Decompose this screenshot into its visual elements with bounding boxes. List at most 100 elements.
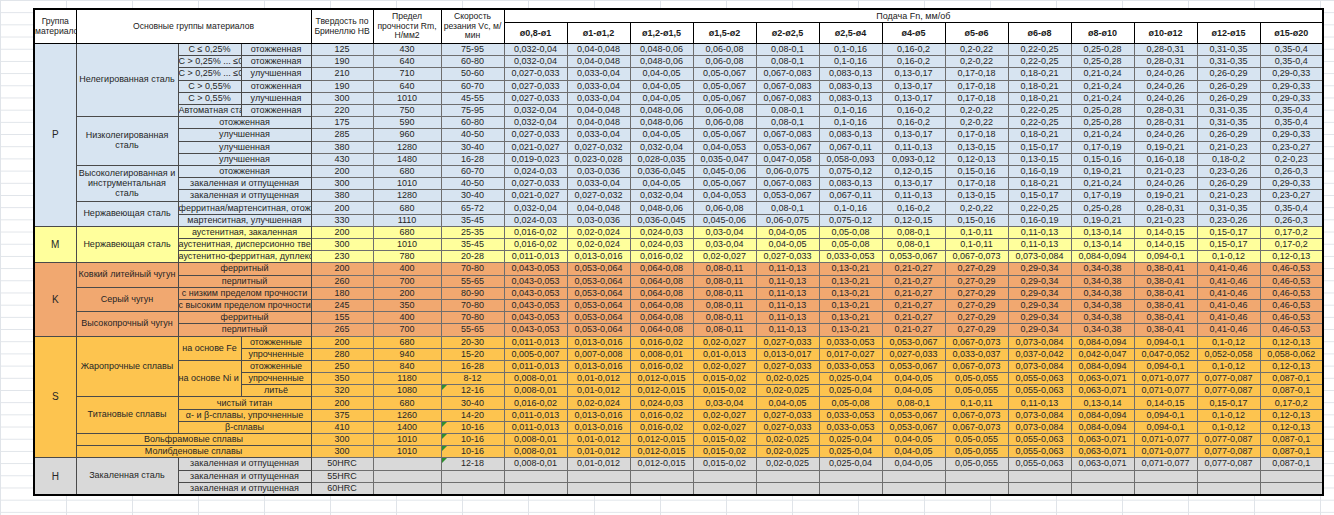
feed-cell[interactable]: 0,35-0,4 — [1260, 202, 1323, 214]
feed-cell[interactable]: 0,077-0,087 — [1197, 434, 1260, 446]
feed-cell[interactable]: 0,1-0,12 — [1197, 360, 1260, 372]
feed-cell[interactable]: 0,25-0,28 — [1071, 56, 1134, 68]
treatment-cell[interactable]: с высоким пределом прочности — [178, 299, 311, 311]
header-feed-col[interactable]: ø5-ø6 — [945, 23, 1008, 44]
feed-cell[interactable]: 0,05-0,067 — [693, 178, 756, 190]
treatment-cell[interactable]: отожженная — [241, 80, 311, 92]
feed-cell[interactable]: 0,032-0,04 — [504, 104, 567, 116]
subgroup-cell[interactable]: C > 0,55% — [178, 92, 241, 104]
hardness-cell[interactable]: 375 — [311, 409, 373, 421]
feed-cell[interactable] — [1008, 470, 1071, 482]
feed-cell[interactable] — [1134, 482, 1197, 495]
feed-cell[interactable]: 0,26-0,29 — [1197, 178, 1260, 190]
feed-cell[interactable]: 0,024-0,03 — [504, 165, 567, 177]
feed-cell[interactable]: 0,19-0,21 — [1071, 214, 1134, 226]
feed-cell[interactable]: 0,047-0,058 — [756, 153, 819, 165]
feed-cell[interactable]: 0,027-0,033 — [504, 129, 567, 141]
feed-cell[interactable] — [693, 482, 756, 495]
treatment-cell[interactable]: отожженная — [178, 117, 311, 129]
feed-cell[interactable]: 0,012-0,015 — [630, 373, 693, 385]
feed-cell[interactable]: 0,26-0,29 — [1197, 92, 1260, 104]
speed-cell[interactable]: 75-95 — [441, 104, 504, 116]
feed-cell[interactable]: 0,053-0,064 — [567, 263, 630, 275]
strength-cell[interactable]: 1480 — [373, 153, 441, 165]
feed-cell[interactable]: 0,015-0,02 — [693, 373, 756, 385]
feed-cell[interactable]: 0,41-0,46 — [1197, 275, 1260, 287]
feed-cell[interactable]: 0,2-0,22 — [945, 44, 1008, 56]
feed-cell[interactable]: 0,34-0,38 — [1071, 287, 1134, 299]
feed-cell[interactable]: 0,02-0,027 — [693, 360, 756, 372]
feed-cell[interactable]: 0,28-0,31 — [1134, 117, 1197, 129]
feed-cell[interactable]: 0,25-0,28 — [1071, 44, 1134, 56]
feed-cell[interactable]: 0,19-0,21 — [1134, 141, 1197, 153]
feed-cell[interactable]: 0,31-0,35 — [1197, 202, 1260, 214]
material-group-cell[interactable]: Закаленная сталь — [76, 458, 178, 495]
feed-cell[interactable]: 0,27-0,29 — [945, 263, 1008, 275]
feed-cell[interactable]: 0,071-0,077 — [1134, 373, 1197, 385]
feed-cell[interactable]: 0,08-0,1 — [756, 117, 819, 129]
feed-cell[interactable]: 0,1-0,16 — [819, 104, 882, 116]
feed-cell[interactable]: 0,2-0,23 — [1260, 153, 1323, 165]
feed-cell[interactable]: 0,067-0,073 — [945, 251, 1008, 263]
feed-cell[interactable]: 0,067-0,083 — [756, 80, 819, 92]
feed-cell[interactable]: 0,41-0,46 — [1197, 324, 1260, 336]
feed-cell[interactable]: 0,34-0,38 — [1071, 324, 1134, 336]
feed-cell[interactable] — [1071, 482, 1134, 495]
feed-cell[interactable]: 0,025-0,04 — [819, 434, 882, 446]
feed-cell[interactable]: 0,1-0,12 — [1197, 421, 1260, 433]
feed-cell[interactable]: 0,12-0,13 — [1260, 251, 1323, 263]
feed-cell[interactable]: 0,19-0,21 — [1134, 190, 1197, 202]
feed-cell[interactable]: 0,033-0,037 — [945, 348, 1008, 360]
feed-cell[interactable]: 0,032-0,04 — [504, 117, 567, 129]
group-cell[interactable]: S — [34, 336, 76, 458]
treatment-cell[interactable]: α- и β-сплавы, упрочненные — [178, 409, 311, 421]
header-material-group[interactable]: Группа материалов — [34, 9, 76, 44]
feed-cell[interactable]: 0,083-0,13 — [819, 92, 882, 104]
feed-cell[interactable]: 0,06-0,075 — [756, 165, 819, 177]
feed-cell[interactable]: 0,008-0,01 — [504, 434, 567, 446]
subgroup-cell[interactable]: C > 0,25% ... ≤0,55% — [178, 68, 241, 80]
feed-cell[interactable]: 0,17-0,18 — [945, 68, 1008, 80]
feed-cell[interactable]: 0,028-0,035 — [630, 153, 693, 165]
strength-cell[interactable]: 710 — [373, 68, 441, 80]
feed-cell[interactable]: 0,05-0,055 — [945, 434, 1008, 446]
feed-cell[interactable]: 0,15-0,17 — [1197, 397, 1260, 409]
feed-cell[interactable]: 0,08-0,11 — [693, 263, 756, 275]
header-hardness[interactable]: Твердость по Бринеллю HB — [311, 9, 373, 44]
feed-cell[interactable]: 0,21-0,24 — [1071, 92, 1134, 104]
subgroup-cell[interactable]: C ≤ 0,25% — [178, 44, 241, 56]
feed-cell[interactable]: 0,067-0,073 — [945, 421, 1008, 433]
hardness-cell[interactable]: 245 — [311, 299, 373, 311]
feed-cell[interactable]: 0,06-0,08 — [693, 104, 756, 116]
feed-cell[interactable]: 0,46-0,53 — [1260, 275, 1323, 287]
speed-cell[interactable]: 30-40 — [441, 397, 504, 409]
feed-cell[interactable]: 0,22-0,25 — [1008, 117, 1071, 129]
feed-cell[interactable]: 0,02-0,025 — [756, 385, 819, 397]
feed-cell[interactable]: 0,055-0,063 — [1008, 434, 1071, 446]
strength-cell[interactable]: 680 — [373, 202, 441, 214]
feed-cell[interactable]: 0,04-0,05 — [756, 397, 819, 409]
strength-cell[interactable]: 1010 — [373, 239, 441, 251]
feed-cell[interactable]: 0,11-0,13 — [756, 299, 819, 311]
feed-cell[interactable]: 0,067-0,073 — [945, 336, 1008, 348]
feed-cell[interactable]: 0,01-0,012 — [567, 458, 630, 470]
feed-cell[interactable]: 0,015-0,02 — [693, 385, 756, 397]
feed-cell[interactable]: 0,013-0,016 — [567, 336, 630, 348]
speed-cell[interactable]: 60-80 — [441, 117, 504, 129]
feed-cell[interactable]: 0,005-0,007 — [504, 348, 567, 360]
feed-cell[interactable]: 0,26-0,3 — [1260, 165, 1323, 177]
feed-cell[interactable]: 0,045-0,06 — [693, 165, 756, 177]
hardness-cell[interactable]: 380 — [311, 141, 373, 153]
feed-cell[interactable]: 0,05-0,067 — [693, 92, 756, 104]
group-cell[interactable]: H — [34, 458, 76, 495]
feed-cell[interactable]: 0,053-0,064 — [567, 299, 630, 311]
feed-cell[interactable]: 0,027-0,033 — [756, 421, 819, 433]
feed-cell[interactable]: 0,1-0,12 — [1197, 336, 1260, 348]
header-feed-col[interactable]: ø2-ø2,5 — [756, 23, 819, 44]
feed-cell[interactable]: 0,011-0,013 — [504, 336, 567, 348]
feed-cell[interactable]: 0,21-0,27 — [882, 299, 945, 311]
feed-cell[interactable]: 0,05-0,055 — [945, 446, 1008, 458]
feed-cell[interactable]: 0,38-0,41 — [1134, 324, 1197, 336]
treatment-cell[interactable]: отожженные — [241, 360, 311, 372]
feed-cell[interactable]: 0,04-0,048 — [567, 44, 630, 56]
